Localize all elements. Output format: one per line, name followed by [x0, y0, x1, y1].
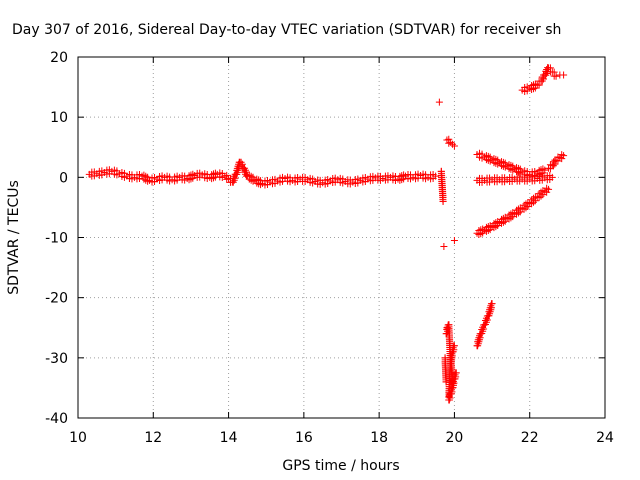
axis-ticks: 10 12 14 16 18 20 22 24 20 10 0 -10 -20 -30 -40: [45, 50, 614, 446]
data-point-s10-p7: [552, 72, 560, 80]
y-tick-label: -20: [45, 291, 68, 307]
data-point-s10-p1-2b: [529, 85, 537, 93]
data-point-s5-p2-3b: [483, 316, 491, 324]
y-tick-label: 0: [59, 170, 68, 186]
data-point-s5-p0-5b: [476, 334, 484, 342]
chart-title: Day 307 of 2016, Sidereal Day-to-day VTE…: [12, 22, 561, 38]
data-point-s0-p16-1b: [208, 175, 216, 183]
y-tick-label: -40: [45, 411, 68, 427]
data-point-s9-p1-1b: [550, 162, 558, 170]
data-point-s3-p4: [450, 342, 458, 350]
data-point-s10-p4-2b: [543, 69, 551, 77]
data-point-s2-p3: [450, 142, 458, 150]
data-point-s4-p1-2b: [448, 388, 456, 396]
data-point-s9-p4: [560, 152, 568, 160]
x-tick-label: 18: [370, 430, 388, 446]
x-tick-label: 14: [220, 430, 238, 446]
y-tick-label: 10: [50, 110, 68, 126]
x-tick-label: 22: [521, 430, 539, 446]
data-point-s10-p4-1b: [542, 71, 550, 79]
data-point-s6-p0-1b: [475, 231, 483, 239]
data-point-s0-p16-2b: [210, 174, 218, 182]
data-point-s9-p0-1b: [546, 165, 554, 173]
x-axis-label: GPS time / hours: [282, 458, 399, 474]
data-point-s4-p0-2b: [446, 394, 454, 402]
x-tick-label: 16: [295, 430, 313, 446]
data-point-s6-p7-3b: [531, 197, 539, 205]
data-point-s0-p44-1b: [396, 176, 404, 184]
data-point-s9-p2-1b: [554, 157, 562, 165]
data-point-s1-p2: [439, 197, 447, 205]
data-point-s10-p2-1b: [535, 81, 543, 89]
data-marks: [85, 64, 568, 404]
data-point-s2-p2: [449, 140, 457, 148]
data-point-s6-p8-3b: [539, 191, 547, 199]
data-point-s10-p9: [560, 71, 568, 79]
x-tick-label: 20: [446, 430, 464, 446]
data-point-s1-p10: [450, 237, 458, 245]
data-point-s9-p1-2b: [551, 160, 559, 168]
data-point-s3-p3-2b: [450, 346, 458, 354]
data-point-s0-p13-2b: [187, 175, 195, 183]
data-point-s0-p49: [432, 172, 440, 180]
data-point-s5-p3-5b: [487, 304, 495, 312]
y-tick-label: -10: [45, 231, 68, 247]
data-point-s6-p8-1b: [535, 194, 543, 202]
data-point-s6-p10: [545, 185, 553, 193]
data-point-s1-p3: [440, 243, 448, 251]
data-point-s1-p0: [435, 98, 443, 106]
y-tick-label: -30: [45, 351, 68, 367]
x-tick-label: 24: [596, 430, 614, 446]
data-point-s10-p3-2b: [540, 75, 548, 83]
y-axis-label: SDTVAR / TECUs: [6, 180, 22, 295]
data-point-s7-p10: [548, 173, 556, 181]
data-point-s8-p9: [541, 166, 549, 174]
data-point-s4-p4: [452, 369, 460, 377]
data-point-s0-p44-2b: [398, 176, 406, 184]
data-point-s5-p4: [488, 300, 496, 308]
data-point-s4-p3-2b: [452, 373, 460, 381]
grid: [78, 57, 605, 418]
data-point-s0-p20-3b: [231, 174, 239, 182]
x-tick-label: 10: [69, 430, 87, 446]
y-tick-label: 20: [50, 50, 68, 66]
plot-frame: [77, 56, 606, 419]
x-tick-label: 12: [144, 430, 162, 446]
data-point-s5-p1-3b: [480, 325, 488, 333]
